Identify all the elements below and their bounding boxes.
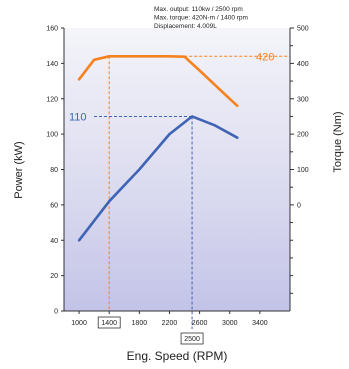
power-peak-label: 110 (69, 111, 87, 123)
y-left-tick-label: 20 (50, 273, 58, 280)
x-tick-label: 2600 (192, 320, 208, 327)
spec-line-displacement: Displacement: 4.009L (154, 23, 217, 30)
x-tick-label: 1800 (132, 320, 148, 327)
spec-line-torque: Max. torque: 420N-m / 1400 rpm (154, 15, 248, 22)
y-right-tick-label: 100 (297, 167, 309, 174)
y-right-tick-label: 0 (297, 202, 301, 209)
y-right-tick-label: 400 (297, 61, 309, 68)
x-tick-label: 1000 (71, 320, 87, 327)
tick-labels: 0 20 40 60 80 100 120 140 160 0 100 200 300 400 500 100… (46, 26, 309, 345)
peak-callouts: 420 110 (69, 51, 274, 123)
x-tick-label: 3000 (222, 320, 238, 327)
y-left-tick-label: 0 (54, 309, 58, 316)
y-left-tick-label: 140 (46, 61, 58, 68)
torque-line (77, 54, 239, 108)
x-tick-label: 1400 (101, 320, 117, 327)
power-line (77, 115, 239, 242)
plot-area (64, 28, 290, 311)
spec-line-output: Max. output: 110kw / 2500 rpm (154, 6, 243, 13)
torque-peak-label: 420 (256, 51, 274, 63)
y-left-tick-label: 80 (50, 167, 58, 174)
y-left-tick-label: 160 (46, 26, 58, 33)
spec-block: Max. output: 110kw / 2500 rpm Max. torqu… (154, 6, 248, 30)
x-peak-label: 2500 (184, 336, 200, 343)
series-lines (77, 54, 239, 242)
x-peak-highlight-box (180, 332, 204, 345)
y-right-tick-label: 300 (297, 96, 309, 103)
y-left-tick-label: 40 (50, 238, 58, 245)
x-tick-label: 2200 (162, 320, 178, 327)
x-axis-title: Eng. Speed (RPM) (127, 349, 228, 363)
y-left-tick-label: 120 (46, 96, 58, 103)
y-right-tick-label: 200 (297, 132, 309, 139)
y-axis-title-left: Power (kW) (13, 141, 25, 198)
y-left-tick-label: 60 (50, 202, 58, 209)
x-tick-label: 3400 (252, 320, 268, 327)
y-axis-title-right: Torque (Nm) (332, 111, 344, 172)
x-tick-highlight-box (97, 316, 121, 329)
y-left-tick-label: 100 (46, 132, 58, 139)
y-right-tick-label: 500 (297, 26, 309, 33)
